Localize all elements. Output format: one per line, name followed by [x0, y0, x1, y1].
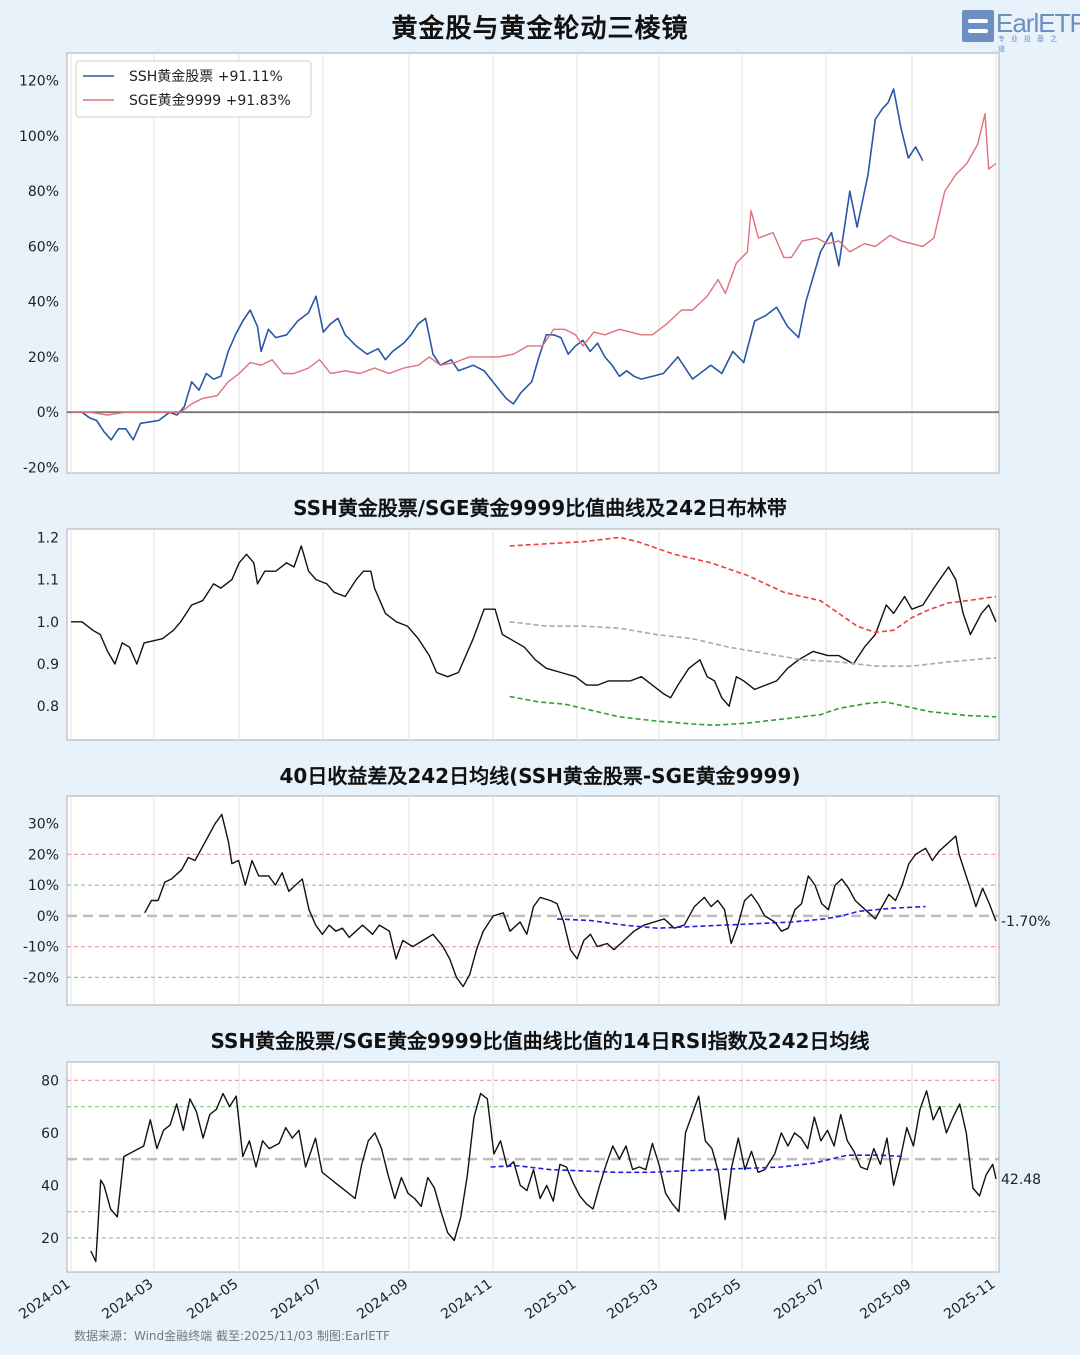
x-tick-label: 2024-05: [184, 1276, 241, 1323]
y-tick-label: 100%: [19, 129, 59, 145]
legend-item-label: SGE黄金9999 +91.83%: [129, 92, 291, 109]
series-line: [490, 1154, 904, 1174]
y-tick-label: 60%: [28, 239, 59, 255]
chart-panel-3: 30% 20% 10% 0% -10% -20% -1.70%: [23, 795, 1051, 1006]
series-line: [509, 695, 997, 727]
y-tick-label: -20%: [23, 970, 59, 986]
page-title: 黄金股与黄金轮动三棱镜: [391, 14, 689, 44]
chart-panel-4: 80 60 40 20 42.48: [41, 1061, 1041, 1273]
series-line: [71, 88, 924, 441]
y-tick-label: 0.8: [37, 699, 59, 715]
x-tick-label: 2024-03: [99, 1276, 156, 1323]
y-tick-label: 40%: [28, 295, 59, 311]
chart-panel-1: 120% 100% 80% 60% 40% 20% 0% -20% SSH黄金股票 +91.11…: [19, 52, 1000, 476]
y-tick-label: 80: [41, 1073, 59, 1089]
legend-item-label: SSH黄金股票 +91.11%: [129, 68, 283, 85]
y-tick-label: 10%: [28, 878, 59, 894]
x-tick-label: 2024-09: [354, 1276, 411, 1323]
y-tick-label: 0%: [37, 909, 59, 925]
y-tick-label: 80%: [28, 184, 59, 200]
y-tick-label: 0.9: [37, 657, 59, 673]
y-tick-label: 60: [41, 1126, 59, 1142]
series-line: [509, 536, 997, 634]
x-tick-label: 2025-03: [604, 1276, 661, 1323]
legend: SSH黄金股票 +91.11% SGE黄金9999 +91.83%: [75, 60, 312, 118]
logo-icon: [962, 10, 994, 42]
y-tick-label: 30%: [28, 817, 59, 833]
end-value-label: -1.70%: [1001, 914, 1051, 930]
y-tick-label: 20: [41, 1231, 59, 1247]
y-tick-label: -20%: [23, 460, 59, 476]
earletf-logo: EarlETF 专业投基之道: [962, 8, 1080, 53]
y-tick-label: 20%: [28, 350, 59, 366]
series-line: [71, 113, 997, 416]
y-tick-label: 1.0: [37, 615, 59, 631]
y-tick-label: 120%: [19, 74, 59, 90]
panel3-title: 40日收益差及242日均线(SSH黄金股票-SGE黄金9999): [279, 764, 801, 788]
series-line: [509, 621, 997, 667]
y-tick-label: 40: [41, 1178, 59, 1194]
series-line: [90, 1090, 997, 1263]
x-tick-label: 2025-01: [522, 1276, 579, 1323]
panel2-title: SSH黄金股票/SGE黄金9999比值曲线及242日布林带: [293, 496, 787, 520]
y-tick-label: 1.2: [37, 530, 59, 546]
y-tick-label: 20%: [28, 847, 59, 863]
chart-panel-2: 1.2 1.1 1.0 0.9 0.8: [37, 528, 1000, 741]
logo-text: EarlETF: [996, 8, 1080, 38]
x-tick-label: 2025-05: [687, 1276, 744, 1323]
series-line: [556, 905, 926, 930]
y-tick-label: 1.1: [37, 573, 59, 589]
data-source-note: 数据来源：Wind金融终端 截至:2025/11/03 制图:EarlETF: [74, 1329, 391, 1343]
y-tick-label: 0%: [37, 405, 59, 421]
panel4-title: SSH黄金股票/SGE黄金9999比值曲线比值的14日RSI指数及242日均线: [210, 1029, 870, 1053]
series-line: [71, 545, 997, 707]
x-tick-label: 2024-11: [438, 1276, 495, 1323]
x-tick-label: 2025-11: [941, 1276, 998, 1323]
x-tick-label: 2025-09: [857, 1276, 914, 1323]
end-value-label: 42.48: [1001, 1172, 1041, 1188]
x-tick-label: 2024-01: [16, 1276, 73, 1323]
y-tick-label: -10%: [23, 940, 59, 956]
series-line: [144, 813, 997, 988]
logo-subtitle: 专业投基之道: [998, 35, 1063, 53]
x-tick-label: 2025-07: [771, 1276, 828, 1323]
x-tick-label: 2024-07: [268, 1276, 325, 1323]
